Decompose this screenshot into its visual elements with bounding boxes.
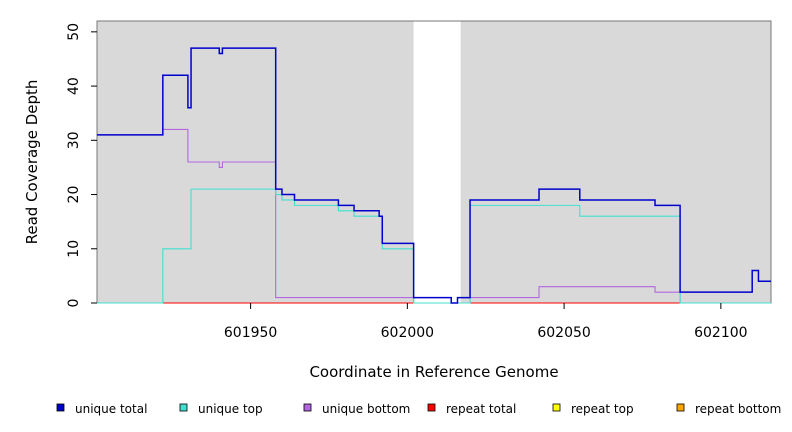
legend-item-repeat-bottom: repeat bottom [676,402,781,416]
legend: unique total unique top unique bottom repea… [56,402,781,416]
x-tick-label-602000: 602000 [381,325,434,341]
legend-swatch-unique-bottom [303,403,312,412]
x-tick-label-602100: 602100 [694,325,747,341]
legend-swatch-repeat-top [552,403,561,412]
legend-label-unique-total: unique total [75,402,147,416]
legend-label-unique-top: unique top [198,402,263,416]
series-line-unique-bottom [97,128,771,304]
legend-swatch-repeat-total [427,403,436,412]
shaded-region-2 [460,21,771,303]
y-tick-label-30: 30 [66,131,82,149]
y-tick-label-50: 50 [66,23,82,41]
y-tick-label-20: 20 [66,186,82,204]
legend-item-repeat-total: repeat total [427,402,516,416]
legend-swatch-unique-total [56,403,65,412]
legend-swatch-repeat-bottom [676,403,685,412]
y-axis-title: Read Coverage Depth [23,80,41,245]
x-axis-title: Coordinate in Reference Genome [309,363,558,381]
legend-label-repeat-total: repeat total [446,402,516,416]
series-line-unique-top [97,188,771,304]
legend-item-unique-top: unique top [179,402,263,416]
axes: 0 10 20 30 40 50 601950 602000 602050 602100 [66,23,748,341]
legend-label-repeat-bottom: repeat bottom [695,402,781,416]
series-line-unique-total [97,47,771,304]
plot-area [96,20,772,304]
legend-label-repeat-top: repeat top [571,402,634,416]
x-tick-label-601950: 601950 [224,325,277,341]
y-tick-label-0: 0 [66,299,82,308]
legend-swatch-unique-top [179,403,188,412]
legend-item-unique-bottom: unique bottom [303,402,410,416]
legend-label-unique-bottom: unique bottom [322,402,410,416]
legend-item-repeat-top: repeat top [552,402,634,416]
legend-item-unique-total: unique total [56,402,147,416]
x-tick-label-602050: 602050 [537,325,590,341]
y-tick-label-40: 40 [66,77,82,95]
y-tick-label-10: 10 [66,240,82,258]
